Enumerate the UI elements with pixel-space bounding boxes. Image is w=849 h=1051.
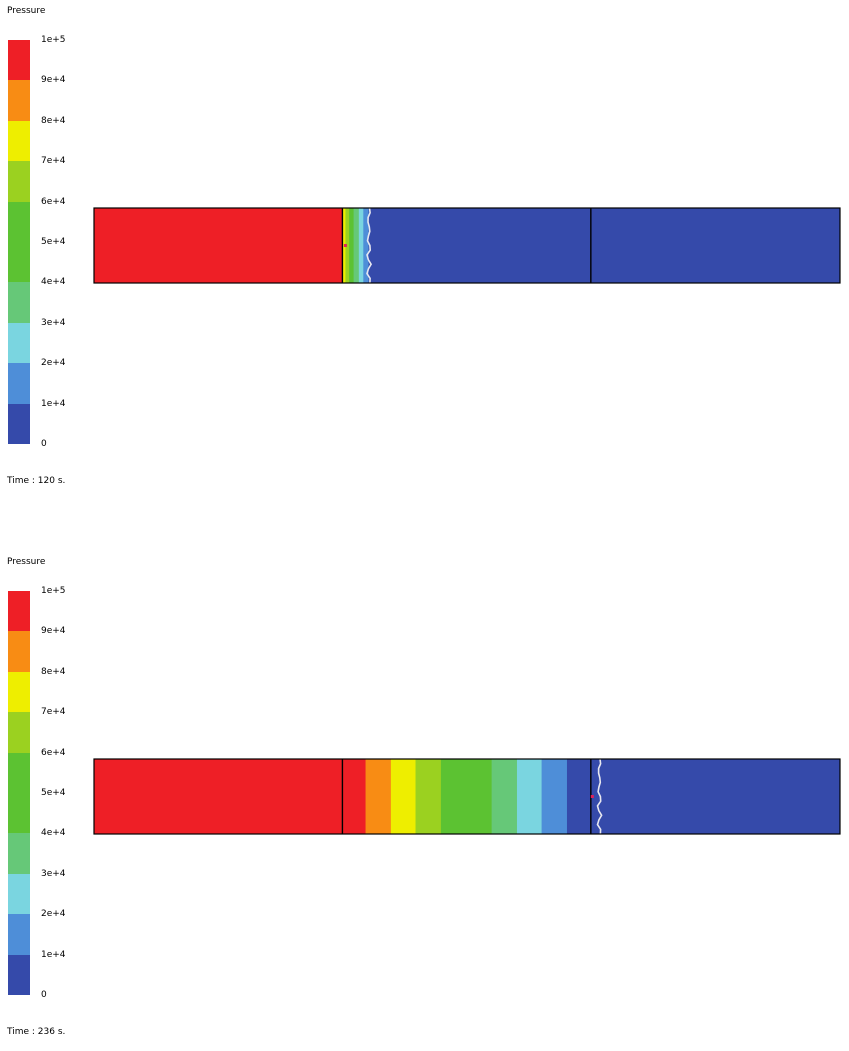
panel-title: Pressure [7,557,46,567]
pressure-band [415,759,442,834]
pressure-panel-2: Pressure 1e+5 9e+4 8e+4 7e+4 6e+4 5e+4 4e+4 3e+… [0,551,849,1051]
pressure-band [94,208,343,283]
time-label: Time : 120 s. [7,476,66,486]
colorbar-segment [8,793,30,834]
pressure-band [491,759,518,834]
probe-marker [343,244,347,247]
colorbar-segment [8,954,30,996]
colorbar-tick-label: 8e+4 [41,666,66,677]
pressure-field [93,207,841,284]
pressure-band [363,208,370,283]
pressure-band [365,759,392,834]
colorbar-segment [8,322,30,364]
domain-outline [93,207,841,284]
pressure-band [516,759,543,834]
pressure-band [541,759,568,834]
colorbar [8,40,30,445]
colorbar-tick-label: 1e+5 [41,35,66,45]
colorbar-tick-label: 0 [41,439,47,449]
pressure-band [368,208,841,283]
colorbar-segment [8,242,30,283]
colorbar-tick-label: 3e+4 [41,868,66,879]
colorbar-segment [8,161,30,203]
colorbar-tick-label: 5e+4 [41,237,66,247]
colorbar-segment [8,833,30,875]
colorbar-segment [8,282,30,324]
colorbar-tick-label: 3e+4 [41,317,66,328]
panel-title: Pressure [7,6,46,16]
time-label: Time : 236 s. [7,1027,66,1037]
colorbar-segment [8,914,30,956]
colorbar-segment [8,80,30,122]
colorbar [8,591,30,996]
pressure-panel-1: Pressure 1e+5 9e+4 8e+4 7e+4 6e+4 5e+4 4e+4 3e+… [0,0,849,500]
pressure-band [358,208,364,283]
pressure-band [353,208,360,283]
colorbar-segment [8,712,30,754]
colorbar-tick-label: 9e+4 [41,75,66,86]
pressure-band [440,759,493,834]
colorbar-segment [8,671,30,713]
probe-marker [590,795,594,798]
colorbar-tick-label: 9e+4 [41,626,66,637]
pressure-band [345,208,350,283]
domain-outline [93,758,841,835]
colorbar-tick-label: 8e+4 [41,115,66,126]
front-contour [366,207,373,284]
colorbar-segment [8,40,30,81]
colorbar-segment [8,631,30,673]
colorbar-tick-label: 5e+4 [41,788,66,798]
front-contour [596,758,603,835]
colorbar-tick-label: 1e+4 [41,398,66,409]
colorbar-segment [8,873,30,915]
colorbar-segment [8,120,30,162]
colorbar-tick-label: 6e+4 [41,747,66,758]
colorbar-tick-label: 1e+4 [41,949,66,960]
colorbar-tick-label: 1e+5 [41,586,66,596]
colorbar-tick-label: 6e+4 [41,196,66,207]
colorbar-segment [8,363,30,405]
colorbar-segment [8,201,30,243]
colorbar-tick-label: 2e+4 [41,358,66,369]
colorbar-tick-label: 0 [41,990,47,1000]
colorbar-tick-label: 4e+4 [41,828,66,839]
colorbar-tick-label: 7e+4 [41,707,66,718]
colorbar-segment [8,752,30,794]
pressure-field [93,758,841,835]
pressure-band [94,759,367,834]
colorbar-tick-label: 4e+4 [41,277,66,288]
colorbar-segment [8,591,30,632]
pressure-band [566,759,841,834]
colorbar-tick-label: 7e+4 [41,156,66,167]
pressure-band [390,759,417,834]
pressure-band [349,208,355,283]
colorbar-segment [8,403,30,445]
colorbar-tick-label: 2e+4 [41,909,66,920]
